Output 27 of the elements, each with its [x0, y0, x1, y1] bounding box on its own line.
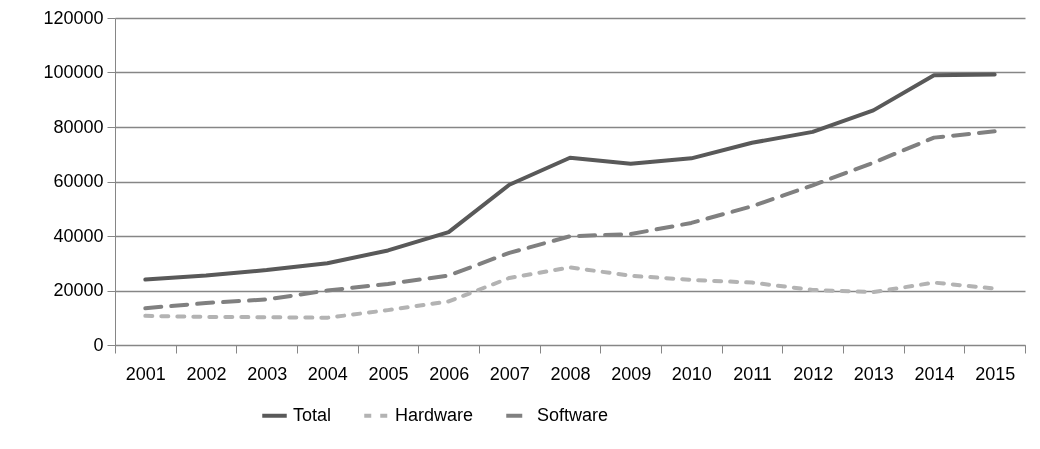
- y-tick-label: 60000: [53, 171, 104, 191]
- y-tick-label: 40000: [53, 225, 104, 246]
- x-tick-label: 2008: [550, 363, 591, 384]
- x-tick-label: 2004: [307, 363, 348, 384]
- x-tick-label: 2003: [247, 363, 288, 384]
- line-series: [143, 72, 997, 282]
- y-tick-label: 120000: [43, 7, 104, 28]
- x-tick-label: 2005: [368, 363, 409, 384]
- y-tick-label: 80000: [53, 116, 104, 137]
- x-tick-label: 2014: [914, 363, 955, 384]
- x-tick-label: 2006: [429, 363, 470, 384]
- y-tick-label: 20000: [53, 280, 104, 300]
- x-tick-label: 2009: [611, 363, 652, 384]
- legend-label: Total: [293, 404, 332, 425]
- legend-label: Software: [537, 404, 609, 425]
- y-tick-label: 0: [93, 334, 104, 355]
- legend-label: Hardware: [395, 404, 474, 425]
- x-tick-label: 2007: [489, 363, 530, 384]
- x-tick-label: 2015: [975, 363, 1016, 384]
- x-tick-label: 2013: [853, 363, 894, 384]
- line-series: [143, 265, 997, 320]
- x-tick-label: 2010: [671, 363, 712, 384]
- x-tick-label: 2012: [793, 363, 834, 384]
- x-tick-label: 2011: [733, 363, 772, 384]
- x-tick-label: 2002: [186, 363, 227, 384]
- x-tick-label: 2001: [125, 363, 166, 384]
- y-tick-label: 100000: [43, 62, 104, 82]
